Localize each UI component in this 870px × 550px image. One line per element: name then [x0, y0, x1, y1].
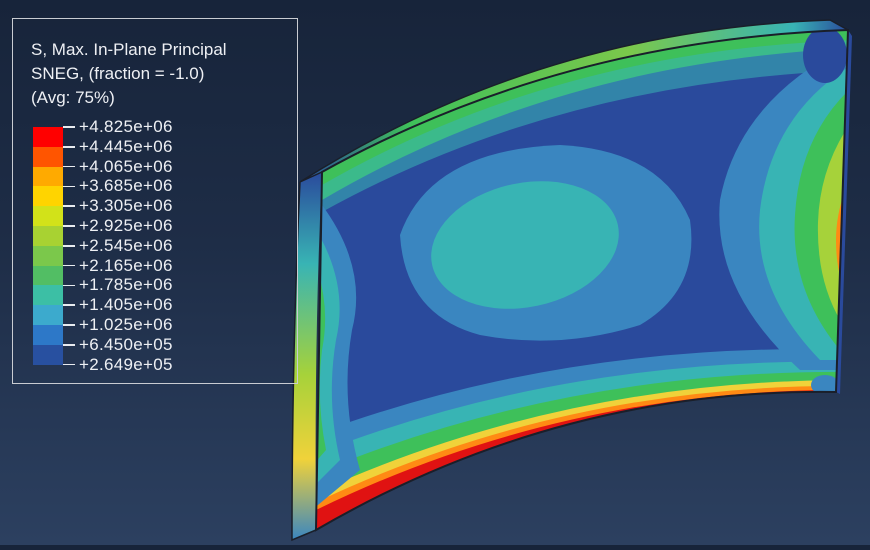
legend-tick	[63, 165, 75, 168]
legend-title-averaging: (Avg: 75%)	[31, 88, 115, 107]
contour-legend[interactable]: S, Max. In-Plane Principal SNEG, (fracti…	[12, 18, 298, 384]
left-edge-face	[292, 172, 322, 540]
legend-tick	[63, 363, 75, 366]
legend-value-label: +3.685e+06	[79, 176, 173, 196]
legend-value-label: +3.305e+06	[79, 196, 173, 216]
legend-swatch	[33, 305, 63, 326]
legend-swatch	[33, 325, 63, 346]
legend-tick	[63, 284, 75, 287]
contour-bands	[316, 30, 848, 530]
legend-swatch	[33, 186, 63, 207]
legend-value-label: +2.165e+06	[79, 255, 173, 275]
legend-swatch	[33, 206, 63, 227]
legend-value-label: +1.025e+06	[79, 315, 173, 334]
center-ellipse-cyan	[431, 181, 619, 309]
legend-swatch	[33, 127, 63, 148]
legend-value-label: +4.065e+06	[79, 156, 173, 176]
bottom-right-corner-spot	[811, 375, 839, 395]
legend-title-variable: S, Max. In-Plane Principal	[31, 40, 227, 59]
legend-swatch	[33, 166, 63, 187]
legend-tick	[63, 126, 75, 128]
legend-tick	[63, 205, 75, 207]
legend-swatch	[33, 245, 63, 267]
legend-tick	[63, 324, 75, 326]
legend-value-label: +1.405e+06	[79, 295, 173, 315]
legend-tick	[63, 185, 75, 188]
legend-tick	[63, 344, 75, 346]
legend-tick	[63, 225, 75, 227]
legend-tick	[63, 146, 75, 148]
top-right-corner-spot	[803, 30, 847, 83]
legend-value-label: +2.925e+06	[79, 216, 173, 235]
legend-title-section-point: SNEG, (fraction = -1.0)	[31, 64, 205, 83]
legend-value-label: +2.649e+05	[79, 354, 173, 374]
legend-value-label: +4.445e+06	[79, 136, 173, 156]
legend-swatch	[33, 226, 63, 247]
right-edge-face	[836, 30, 852, 394]
plate-outline	[314, 28, 850, 532]
legend-swatch	[33, 344, 63, 366]
legend-tick	[63, 304, 75, 306]
legend-swatch	[33, 265, 63, 286]
legend-value-label: +4.825e+06	[79, 117, 173, 136]
legend-swatch	[33, 146, 63, 168]
legend-value-label: +1.785e+06	[79, 275, 173, 295]
legend-value-label: +2.545e+06	[79, 235, 173, 255]
legend-tick	[63, 245, 75, 247]
legend-swatch	[33, 285, 63, 306]
legend-value-label: +6.450e+05	[79, 334, 173, 354]
legend-tick	[63, 264, 75, 267]
